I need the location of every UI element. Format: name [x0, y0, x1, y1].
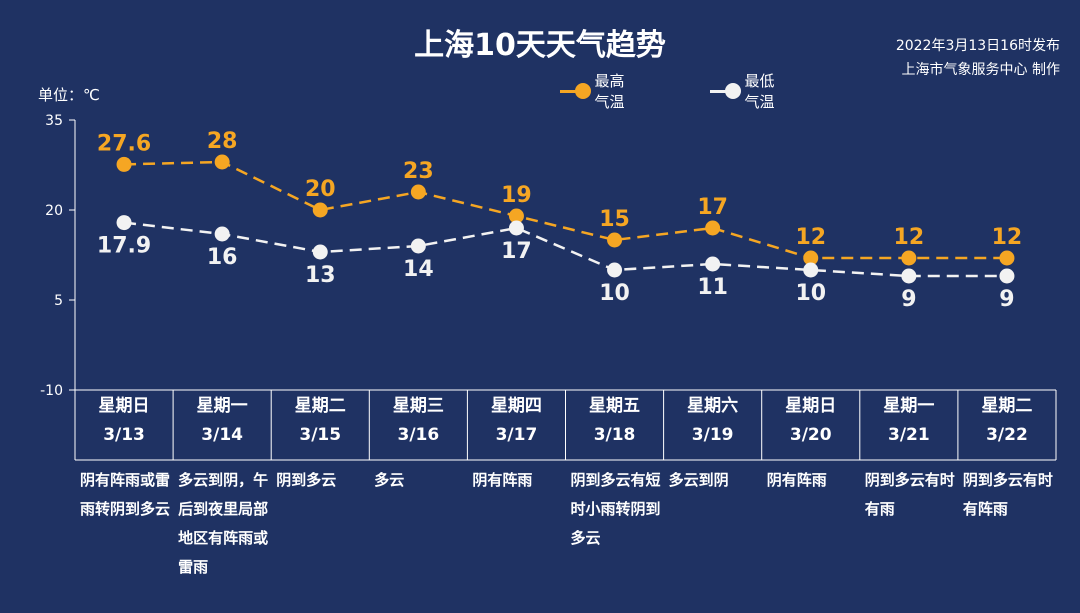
- legend-swatch-high: [560, 81, 591, 101]
- data-point-high: [901, 250, 917, 266]
- date-label: 3/18: [593, 425, 636, 445]
- weekday-label: 星期日: [785, 396, 837, 416]
- weekday-label: 星期六: [687, 396, 739, 416]
- legend-swatch-low: [710, 81, 741, 101]
- data-point-low: [607, 262, 623, 278]
- data-point-high: [312, 202, 328, 218]
- data-label-low: 17: [501, 239, 532, 264]
- day-header: 星期日 3/20: [762, 392, 860, 460]
- legend-item-high: 最高气温: [560, 70, 629, 112]
- data-point-high: [508, 208, 524, 224]
- data-point-high: [410, 184, 426, 200]
- data-label-low: 13: [305, 263, 336, 288]
- data-label-high: 28: [207, 129, 238, 154]
- data-point-high: [803, 250, 819, 266]
- data-point-high: [607, 232, 623, 248]
- data-point-high: [214, 154, 230, 170]
- data-label-high: 20: [305, 177, 336, 202]
- weather-description: 多云到阴，午后到夜里局部地区有阵雨或雷雨: [178, 471, 269, 576]
- date-label: 3/13: [103, 425, 145, 445]
- date-label: 3/17: [495, 425, 538, 445]
- data-label-low: 16: [207, 245, 238, 270]
- date-label: 3/14: [201, 425, 243, 445]
- day-header: 星期日 3/13: [75, 392, 173, 460]
- day-header: 星期五 3/18: [566, 392, 664, 460]
- data-point-low: [410, 238, 426, 254]
- day-header: 星期二 3/15: [271, 392, 369, 460]
- y-tick-label: 20: [45, 203, 63, 219]
- data-point-low: [312, 244, 328, 260]
- data-label-low: 10: [795, 281, 826, 306]
- series-line-high: [124, 160, 1007, 260]
- publish-info: 2022年3月13日16时发布 上海市气象服务中心 制作: [896, 34, 1060, 82]
- date-label: 3/22: [986, 425, 1028, 445]
- weather-description: 阴有阵雨或雷雨转阴到多云: [80, 471, 171, 518]
- weather-description: 阴到多云有时有雨: [864, 471, 955, 518]
- legend-item-low: 最低气温: [710, 70, 779, 112]
- weekday-label: 星期一: [883, 396, 935, 416]
- page-title: 上海10天天气趋势: [414, 28, 666, 63]
- data-point-low: [508, 220, 524, 236]
- weekday-label: 星期二: [294, 396, 346, 416]
- data-point-low: [116, 215, 132, 231]
- weather-description: 多云: [374, 471, 405, 489]
- data-point-high: [705, 220, 721, 236]
- y-tick-label: 35: [45, 113, 63, 129]
- data-label-low: 11: [697, 275, 728, 300]
- day-header: 星期一 3/21: [860, 392, 958, 460]
- weekday-label: 星期日: [98, 396, 150, 416]
- date-label: 3/21: [887, 425, 930, 445]
- day-header: 星期六 3/19: [664, 392, 762, 460]
- series-line-low: [123, 221, 1007, 278]
- day-header: 星期三 3/16: [369, 392, 467, 460]
- weather-description: 阴到多云有短时小雨转阴到多云: [570, 471, 661, 547]
- data-label-low: 10: [599, 281, 630, 306]
- data-point-low: [901, 268, 917, 284]
- data-label-high: 12: [992, 225, 1023, 250]
- weather-description: 阴到多云有时有阵雨: [962, 471, 1053, 518]
- day-header: 星期一 3/14: [173, 392, 271, 460]
- weekday-label: 星期五: [589, 396, 641, 416]
- weather-description: 阴有阵雨: [472, 471, 533, 489]
- data-label-low: 9: [999, 287, 1014, 312]
- y-tick-label: -10: [40, 383, 63, 399]
- weekday-label: 星期三: [392, 396, 444, 416]
- date-label: 3/20: [789, 425, 832, 445]
- weather-description: 多云到阴: [668, 471, 729, 489]
- y-tick-label: 5: [54, 293, 63, 309]
- data-label-high: 12: [795, 225, 826, 250]
- legend-label-low: 最低气温: [744, 72, 775, 111]
- data-label-high: 27.6: [97, 131, 151, 156]
- day-header: 星期二 3/22: [958, 392, 1056, 460]
- publish-time: 2022年3月13日16时发布: [895, 38, 1060, 54]
- data-point-low: [705, 256, 721, 272]
- weekday-label: 星期二: [981, 396, 1033, 416]
- data-label-low: 14: [403, 257, 434, 282]
- data-point-low: [214, 226, 230, 242]
- unit-label: 单位：℃: [38, 86, 100, 104]
- publisher: 上海市气象服务中心 制作: [901, 62, 1060, 78]
- weekday-label: 星期一: [196, 396, 248, 416]
- data-point-high: [999, 250, 1015, 266]
- data-label-low: 9: [901, 287, 916, 312]
- date-label: 3/19: [691, 425, 734, 445]
- weekday-label: 星期四: [490, 396, 542, 416]
- data-label-high: 15: [599, 207, 630, 232]
- day-header: 星期四 3/17: [467, 392, 565, 460]
- data-label-high: 19: [501, 183, 532, 208]
- data-label-high: 12: [894, 225, 925, 250]
- data-point-low: [999, 268, 1015, 284]
- weather-description: 阴有阵雨: [766, 471, 827, 489]
- date-label: 3/16: [397, 425, 440, 445]
- weather-description: 阴到多云: [276, 471, 337, 489]
- data-label-high: 17: [697, 195, 728, 220]
- legend-label-high: 最高气温: [594, 72, 625, 111]
- data-label-low: 17.9: [97, 234, 151, 259]
- data-point-low: [803, 262, 819, 278]
- data-label-high: 23: [403, 159, 434, 184]
- data-point-high: [116, 156, 132, 172]
- date-label: 3/15: [299, 425, 342, 445]
